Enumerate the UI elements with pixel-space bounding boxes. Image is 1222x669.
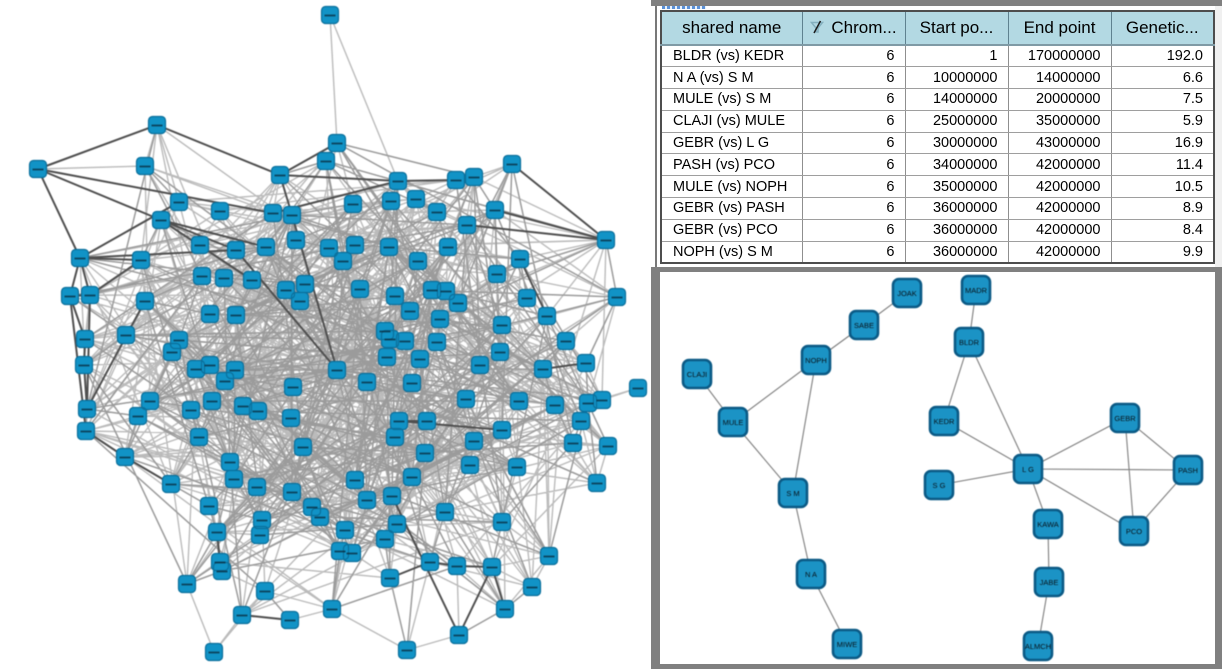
svg-text:NOPH: NOPH bbox=[805, 356, 827, 365]
svg-text:KEDR: KEDR bbox=[934, 417, 955, 426]
svg-text:JABE: JABE bbox=[1040, 578, 1059, 587]
svg-text:MIWE: MIWE bbox=[837, 640, 857, 649]
svg-text:CLAJI: CLAJI bbox=[687, 370, 707, 379]
svg-text:S G: S G bbox=[933, 481, 946, 490]
svg-text:PASH: PASH bbox=[1178, 466, 1198, 475]
svg-text:SABE: SABE bbox=[854, 321, 874, 330]
svg-text:MULE: MULE bbox=[723, 418, 744, 427]
svg-text:MADR: MADR bbox=[965, 286, 988, 295]
svg-text:L G: L G bbox=[1022, 465, 1034, 474]
svg-text:S M: S M bbox=[786, 489, 799, 498]
svg-text:KAWA: KAWA bbox=[1037, 520, 1059, 529]
svg-text:N A: N A bbox=[805, 570, 817, 579]
svg-text:GEBR: GEBR bbox=[1114, 414, 1136, 423]
svg-text:BLDR: BLDR bbox=[959, 338, 980, 347]
svg-text:ALMCH: ALMCH bbox=[1025, 642, 1051, 651]
svg-text:JOAK: JOAK bbox=[897, 289, 917, 298]
svg-text:PCO: PCO bbox=[1126, 527, 1142, 536]
